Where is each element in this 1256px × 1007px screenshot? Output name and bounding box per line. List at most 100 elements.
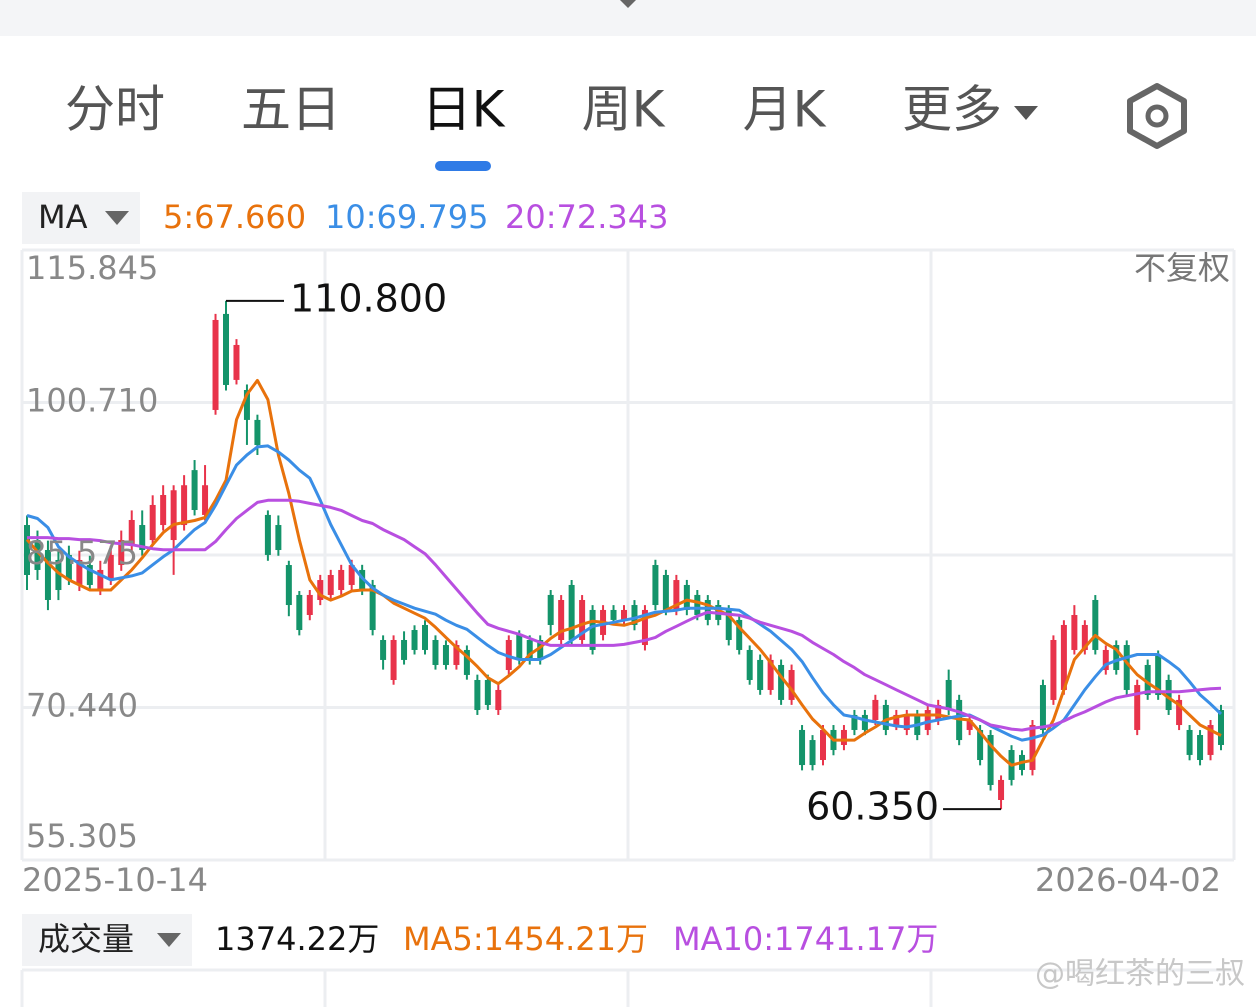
y-tick-label: 115.845	[26, 249, 158, 287]
candle-body	[191, 470, 198, 511]
candle-body	[1165, 679, 1172, 711]
candle-body	[432, 639, 439, 665]
tab[interactable]: 月K	[743, 81, 827, 139]
candle-body	[568, 584, 575, 640]
volume-selector-arrow[interactable]	[157, 933, 181, 947]
candle-body	[1176, 699, 1183, 726]
candle-body	[526, 639, 533, 660]
candle-body	[264, 514, 271, 555]
candle-body	[558, 599, 565, 640]
candle-body	[34, 540, 41, 570]
candle-body	[1134, 685, 1141, 730]
candle-body	[537, 639, 544, 660]
candle-body	[882, 704, 889, 730]
candle-body	[694, 594, 701, 616]
candle-body	[1071, 615, 1078, 650]
candle-body	[44, 550, 51, 600]
ma-line	[25, 378, 1222, 767]
settings-hexagon	[1127, 83, 1187, 149]
ma-selector-label[interactable]: MA	[38, 198, 88, 236]
candle-body	[799, 729, 806, 766]
candle-body	[401, 639, 408, 660]
adjust-label: 不复权	[1134, 249, 1230, 287]
ma-line	[27, 498, 1222, 732]
candle-body	[212, 319, 219, 410]
candle-body	[463, 649, 470, 675]
volume-ma: MA10:1741.17万	[673, 920, 938, 958]
grid	[22, 248, 1234, 862]
candle-body	[254, 419, 261, 446]
candle-body	[149, 504, 156, 541]
annotation: 110.800	[290, 276, 447, 320]
settings-icon[interactable]	[1127, 83, 1187, 149]
candle-body	[495, 689, 502, 711]
tab-indicator	[435, 161, 491, 171]
candle-body	[683, 584, 690, 610]
ma-line	[26, 444, 1223, 742]
candle-body	[861, 714, 868, 730]
candle-body	[1155, 655, 1162, 696]
candle-body	[1207, 725, 1214, 755]
candle-body	[872, 699, 879, 720]
candle-body	[275, 525, 282, 551]
candle-body	[128, 519, 135, 545]
candle-body	[641, 609, 648, 646]
candle-body	[76, 559, 83, 585]
candle-body	[903, 714, 910, 730]
y-tick-label: 70.440	[26, 687, 138, 725]
tab-bar: 分时 五日 日K 周K 月K 更多	[65, 81, 1002, 139]
candle-body	[1060, 624, 1067, 690]
tab[interactable]: 更多	[902, 81, 1002, 139]
y-tick-label: 85.575	[26, 534, 138, 572]
candle-body	[704, 599, 711, 620]
candle-body	[380, 639, 387, 660]
candle-body	[233, 344, 240, 380]
candle-body	[778, 664, 785, 700]
candle-body	[1029, 725, 1036, 770]
y-tick-label: 100.710	[26, 382, 158, 420]
tab[interactable]: 周K	[582, 81, 666, 139]
candle-body	[579, 599, 586, 640]
candle-body	[1218, 710, 1224, 745]
candle-body	[935, 704, 942, 720]
volume-ma: MA5:1454.21万	[403, 920, 648, 958]
candle-body	[1186, 729, 1193, 755]
volume-frame	[20, 968, 1234, 1007]
settings-core	[1145, 104, 1169, 128]
more-arrow[interactable]	[1014, 106, 1038, 120]
candle-body	[840, 729, 847, 745]
candle-body	[662, 575, 669, 610]
candle-body	[359, 569, 366, 591]
candle-body	[160, 494, 167, 526]
candle-body	[484, 679, 491, 705]
candle-body	[327, 575, 334, 595]
annotation: 60.350	[806, 785, 939, 829]
ma-selector-arrow[interactable]	[105, 211, 129, 225]
candle-body	[65, 554, 72, 581]
candle-body	[621, 609, 627, 620]
candle-body	[736, 619, 743, 650]
volume-selector-label[interactable]: 成交量	[38, 920, 134, 958]
tab[interactable]: 分时	[65, 81, 165, 139]
candle-body	[945, 679, 952, 711]
x-tick-label: 2025-10-14	[22, 861, 208, 899]
candle-body	[338, 569, 345, 591]
x-tick-label: 2026-04-02	[1035, 861, 1221, 899]
legend-entry: 20:72.343	[505, 198, 668, 236]
candle-body	[243, 390, 250, 420]
candle-body	[317, 580, 324, 600]
candle-body	[181, 485, 188, 526]
candle-body	[998, 779, 1005, 800]
tab[interactable]: 五日	[241, 81, 341, 139]
candle-body	[170, 490, 177, 541]
tab-active[interactable]: 日K	[422, 81, 506, 139]
candle-body	[422, 624, 428, 650]
candle-body	[285, 565, 292, 606]
candle-body	[139, 525, 146, 551]
candle-body	[55, 559, 62, 591]
candle-body	[453, 645, 460, 665]
candle-body	[788, 670, 795, 700]
legend-entry: 10:69.795	[325, 198, 488, 236]
candle-body	[966, 719, 973, 730]
candle-body	[547, 594, 554, 625]
